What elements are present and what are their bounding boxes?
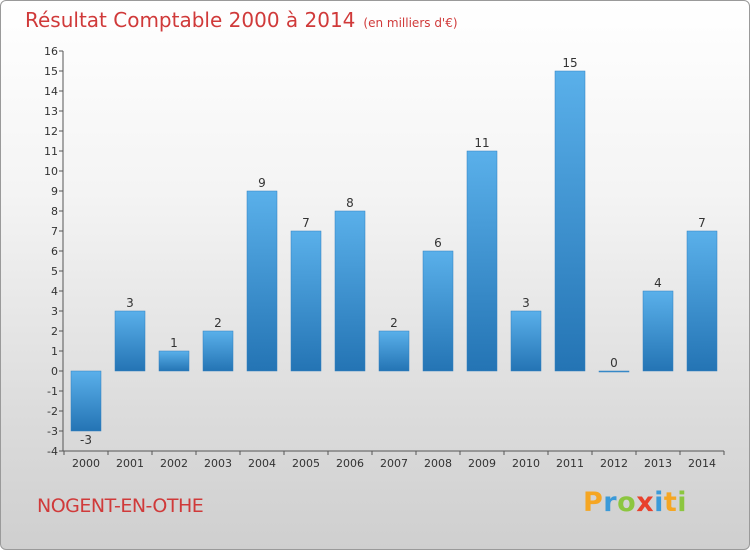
- logo-letter: r: [603, 487, 618, 518]
- x-tick-label-2007: 2007: [380, 457, 408, 470]
- bar-2003: [202, 330, 234, 372]
- value-label-2010: 3: [522, 296, 530, 310]
- y-tick-label: 13: [44, 105, 58, 118]
- logo-letter: o: [617, 487, 637, 518]
- y-tick-label: 4: [51, 285, 58, 298]
- value-label-2013: 4: [654, 276, 662, 290]
- value-label-2002: 1: [170, 336, 178, 350]
- chart-title: Résultat Comptable 2000 à 2014: [25, 8, 356, 32]
- value-label-2009: 11: [474, 136, 489, 150]
- logo-letter: P: [583, 487, 604, 518]
- x-tick-label-2001: 2001: [116, 457, 144, 470]
- x-tick-label-2002: 2002: [160, 457, 188, 470]
- bar-2001: [114, 310, 146, 372]
- value-label-2003: 2: [214, 316, 222, 330]
- y-tick-label: 6: [51, 245, 58, 258]
- y-tick-label: 7: [51, 225, 58, 238]
- value-label-2008: 6: [434, 236, 442, 250]
- value-label-2007: 2: [390, 316, 398, 330]
- y-tick-label: -4: [47, 445, 58, 458]
- y-tick-label: 11: [44, 145, 58, 158]
- value-label-2001: 3: [126, 296, 134, 310]
- y-tick-label: 9: [51, 185, 58, 198]
- x-tick-label-2009: 2009: [468, 457, 496, 470]
- x-tick-label-2011: 2011: [556, 457, 584, 470]
- value-label-2012: 0: [610, 356, 618, 370]
- y-tick-label: 8: [51, 205, 58, 218]
- proxiti-logo: Proxiti: [583, 487, 687, 518]
- bar-2004: [246, 190, 278, 372]
- x-tick-label-2003: 2003: [204, 457, 232, 470]
- y-tick-label: 5: [51, 265, 58, 278]
- value-label-2006: 8: [346, 196, 354, 210]
- bar-2005: [290, 230, 322, 372]
- logo-letter: x: [636, 487, 655, 518]
- y-tick-label: -1: [47, 385, 58, 398]
- bar-2010: [510, 310, 542, 372]
- y-tick-label: 14: [44, 85, 58, 98]
- y-tick-label: 10: [44, 165, 58, 178]
- value-label-2000: -3: [80, 433, 92, 447]
- commune-name: NOGENT-EN-OTHE: [37, 495, 204, 517]
- y-tick-label: 2: [51, 325, 58, 338]
- bar-2008: [422, 250, 454, 372]
- bar-2011: [554, 70, 586, 372]
- y-tick-label: -3: [47, 425, 58, 438]
- value-label-2014: 7: [698, 216, 706, 230]
- bar-2002: [158, 350, 190, 372]
- y-tick-label: -2: [47, 405, 58, 418]
- value-label-2005: 7: [302, 216, 310, 230]
- bar-2006: [334, 210, 366, 372]
- x-tick-label-2012: 2012: [600, 457, 628, 470]
- x-tick-label-2006: 2006: [336, 457, 364, 470]
- y-tick-label: 1: [51, 345, 58, 358]
- title-block: Résultat Comptable 2000 à 2014 (en millie…: [25, 8, 458, 32]
- bar-2014: [686, 230, 718, 372]
- value-label-2004: 9: [258, 176, 266, 190]
- bar-2013: [642, 290, 674, 372]
- y-tick-label: 16: [44, 45, 58, 58]
- x-tick-label-2014: 2014: [688, 457, 716, 470]
- logo-letter: i: [677, 487, 688, 518]
- logo-letter: i: [654, 487, 664, 518]
- x-tick-label-2008: 2008: [424, 457, 452, 470]
- x-tick-label-2000: 2000: [72, 457, 100, 470]
- value-label-2011: 15: [562, 56, 577, 70]
- bar-2009: [466, 150, 498, 372]
- bar-2012: [598, 370, 630, 373]
- y-tick-label: 15: [44, 65, 58, 78]
- x-tick-label-2013: 2013: [644, 457, 672, 470]
- x-tick-label-2004: 2004: [248, 457, 276, 470]
- y-tick-label: 3: [51, 305, 58, 318]
- x-tick-label-2010: 2010: [512, 457, 540, 470]
- logo-letter: t: [663, 487, 678, 518]
- bar-2007: [378, 330, 410, 372]
- bar-2000: [70, 370, 102, 432]
- y-tick-label: 12: [44, 125, 58, 138]
- y-tick-label: 0: [51, 365, 58, 378]
- chart-subtitle: (en milliers d'€): [363, 16, 458, 30]
- x-tick-label-2005: 2005: [292, 457, 320, 470]
